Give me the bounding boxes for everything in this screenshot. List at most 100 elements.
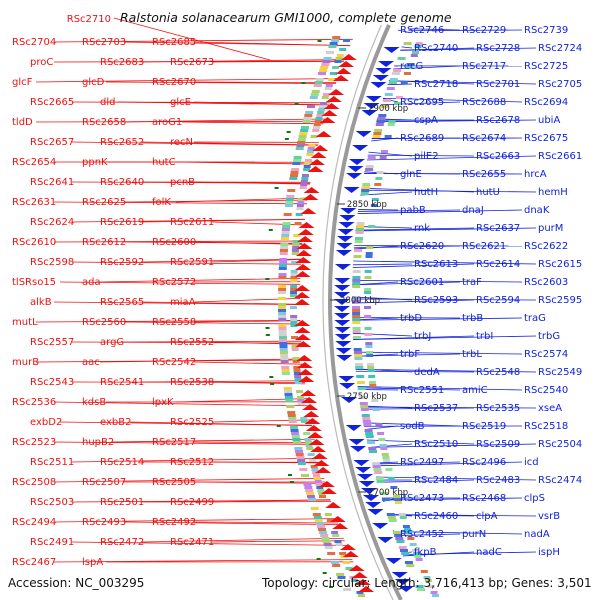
gene-label-left: RSc2610 <box>12 237 56 248</box>
gene-label-left: RSc2505 <box>152 477 196 488</box>
gene-label-right: RSc2675 <box>524 133 568 144</box>
gene-label-right: RSc2474 <box>538 475 582 486</box>
gene-label-right: RSc2701 <box>476 79 520 90</box>
gene-label-right: RSc2717 <box>462 61 506 72</box>
gene-label-right: RSc2746 <box>400 25 444 36</box>
gene-label-right: RSc2695 <box>400 97 444 108</box>
gene-label-right: RSc2621 <box>462 241 506 252</box>
gene-label-left: RSc2619 <box>100 217 144 228</box>
gene-label-right: ubiA <box>538 115 560 126</box>
gene-label-left: glcD <box>82 77 105 88</box>
gene-label-right: RSc2452 <box>400 529 444 540</box>
gene-label-right: purM <box>538 223 563 234</box>
gene-label-left: RSc2673 <box>170 57 214 68</box>
gene-label-right: dnaJ <box>462 205 484 216</box>
gene-label-left: lpxK <box>152 397 174 408</box>
gene-label-right: RSc2674 <box>462 133 506 144</box>
gene-label-right: RSc2725 <box>524 61 568 72</box>
gene-label-right: RSc2740 <box>414 43 458 54</box>
gene-label-right: vsrB <box>538 511 560 522</box>
kbp-tick-label: 2750 kbp <box>347 392 387 402</box>
gene-label-right: hrcA <box>524 169 547 180</box>
gene-label-left: RSc2541 <box>100 377 144 388</box>
gene-label-right: RSc2510 <box>414 439 458 450</box>
gene-tracks <box>265 36 439 597</box>
gene-label-right: RSc2483 <box>476 475 520 486</box>
gene-label-left: RSc2543 <box>30 377 74 388</box>
gene-label-right: RSc2549 <box>538 367 582 378</box>
kbp-tick-label: 2800 kbp <box>340 296 380 306</box>
gene-label-right: glnE <box>400 169 422 180</box>
gene-label-right: recG <box>400 61 423 72</box>
gene-label-left: RSc2685 <box>152 37 196 48</box>
title-gene-id: RSc2710 <box>67 14 111 25</box>
gene-labels: RSc2704 RSc2703 RSc2685 proC RSc2683 RSc2673 g… <box>12 25 582 568</box>
gene-label-left: ada <box>82 277 101 288</box>
gene-label-right: RSc2460 <box>414 511 458 522</box>
gene-label-left: alkB <box>30 297 52 308</box>
gene-label-left: RSc2612 <box>82 237 126 248</box>
gene-label-right: RSc2551 <box>400 385 444 396</box>
gene-label-left: RSc2494 <box>12 517 56 528</box>
gene-label-left: proC <box>30 57 53 68</box>
gene-label-right: RSc2484 <box>414 475 458 486</box>
gene-label-right: purN <box>462 529 486 540</box>
gene-label-right: nadA <box>524 529 550 540</box>
gene-label-left: RSc2598 <box>30 257 74 268</box>
gene-label-right: RSc2595 <box>538 295 582 306</box>
gene-label-right: RSc2724 <box>538 43 582 54</box>
gene-label-right: trbL <box>462 349 482 360</box>
gene-label-left: pcnB <box>170 177 195 188</box>
gene-label-right: RSc2729 <box>462 25 506 36</box>
gene-label-right: trbD <box>400 313 422 324</box>
gene-label-right: clpA <box>476 511 498 522</box>
gene-label-right: RSc2678 <box>476 115 520 126</box>
genome-stats-label: Topology: circular; Length: 3,716,413 bp… <box>261 576 592 590</box>
gene-label-left: RSc2625 <box>82 197 126 208</box>
gene-label-left: RSc2658 <box>82 117 126 128</box>
gene-label-right: pabB <box>400 205 426 216</box>
gene-label-right: RSc2615 <box>538 259 582 270</box>
gene-label-right: RSc2548 <box>476 367 520 378</box>
gene-label-left: murB <box>12 357 39 368</box>
gene-label-right: trbF <box>400 349 420 360</box>
gene-label-left: exbD2 <box>30 417 62 428</box>
gene-label-left: RSc2657 <box>30 137 74 148</box>
gene-label-right: RSc2574 <box>524 349 568 360</box>
gene-label-left: exbB2 <box>100 417 131 428</box>
gene-label-right: nadC <box>476 547 502 558</box>
gene-label-right: trbG <box>538 331 560 342</box>
gene-label-right: cspA <box>414 115 438 126</box>
genome-title: Ralstonia solanacearum GMI1000, complete… <box>120 10 452 25</box>
gene-label-left: RSc2560 <box>82 317 126 328</box>
gene-label-left: RSc2558 <box>152 317 196 328</box>
gene-label-right: traF <box>462 277 482 288</box>
gene-label-left: RSc2512 <box>170 457 214 468</box>
gene-label-right: RSc2496 <box>462 457 506 468</box>
gene-label-right: RSc2637 <box>476 223 520 234</box>
gene-label-right: fkpB <box>414 547 437 558</box>
gene-label-right: RSc2613 <box>414 259 458 270</box>
gene-label-right: pilE2 <box>414 151 439 162</box>
gene-label-left: tlSRso15 <box>12 277 56 288</box>
gene-label-left: RSc2670 <box>152 77 196 88</box>
gene-label-right: trbB <box>462 313 483 324</box>
kbp-tick-label: 2900 kbp <box>368 104 408 114</box>
gene-label-right: RSc2594 <box>476 295 520 306</box>
gene-label-right: trbI <box>476 331 493 342</box>
gene-label-right: RSc2661 <box>538 151 582 162</box>
gene-label-left: RSc2471 <box>170 537 214 548</box>
map-title: RSc2710 Ralstonia solanacearum GMI1000, … <box>67 10 452 61</box>
gene-label-right: amiC <box>462 385 488 396</box>
gene-label-left: RSc2536 <box>12 397 56 408</box>
gene-label-left: RSc2503 <box>30 497 74 508</box>
gene-label-right: ispH <box>538 547 560 558</box>
gene-label-right: RSc2518 <box>524 421 568 432</box>
gene-label-left: ppnK <box>82 157 108 168</box>
gene-label-right: clpS <box>524 493 545 504</box>
gene-label-left: RSc2624 <box>30 217 74 228</box>
gene-label-right: RSc2535 <box>476 403 520 414</box>
gene-label-left: RSc2557 <box>30 337 74 348</box>
gene-label-left: aac <box>82 357 100 368</box>
